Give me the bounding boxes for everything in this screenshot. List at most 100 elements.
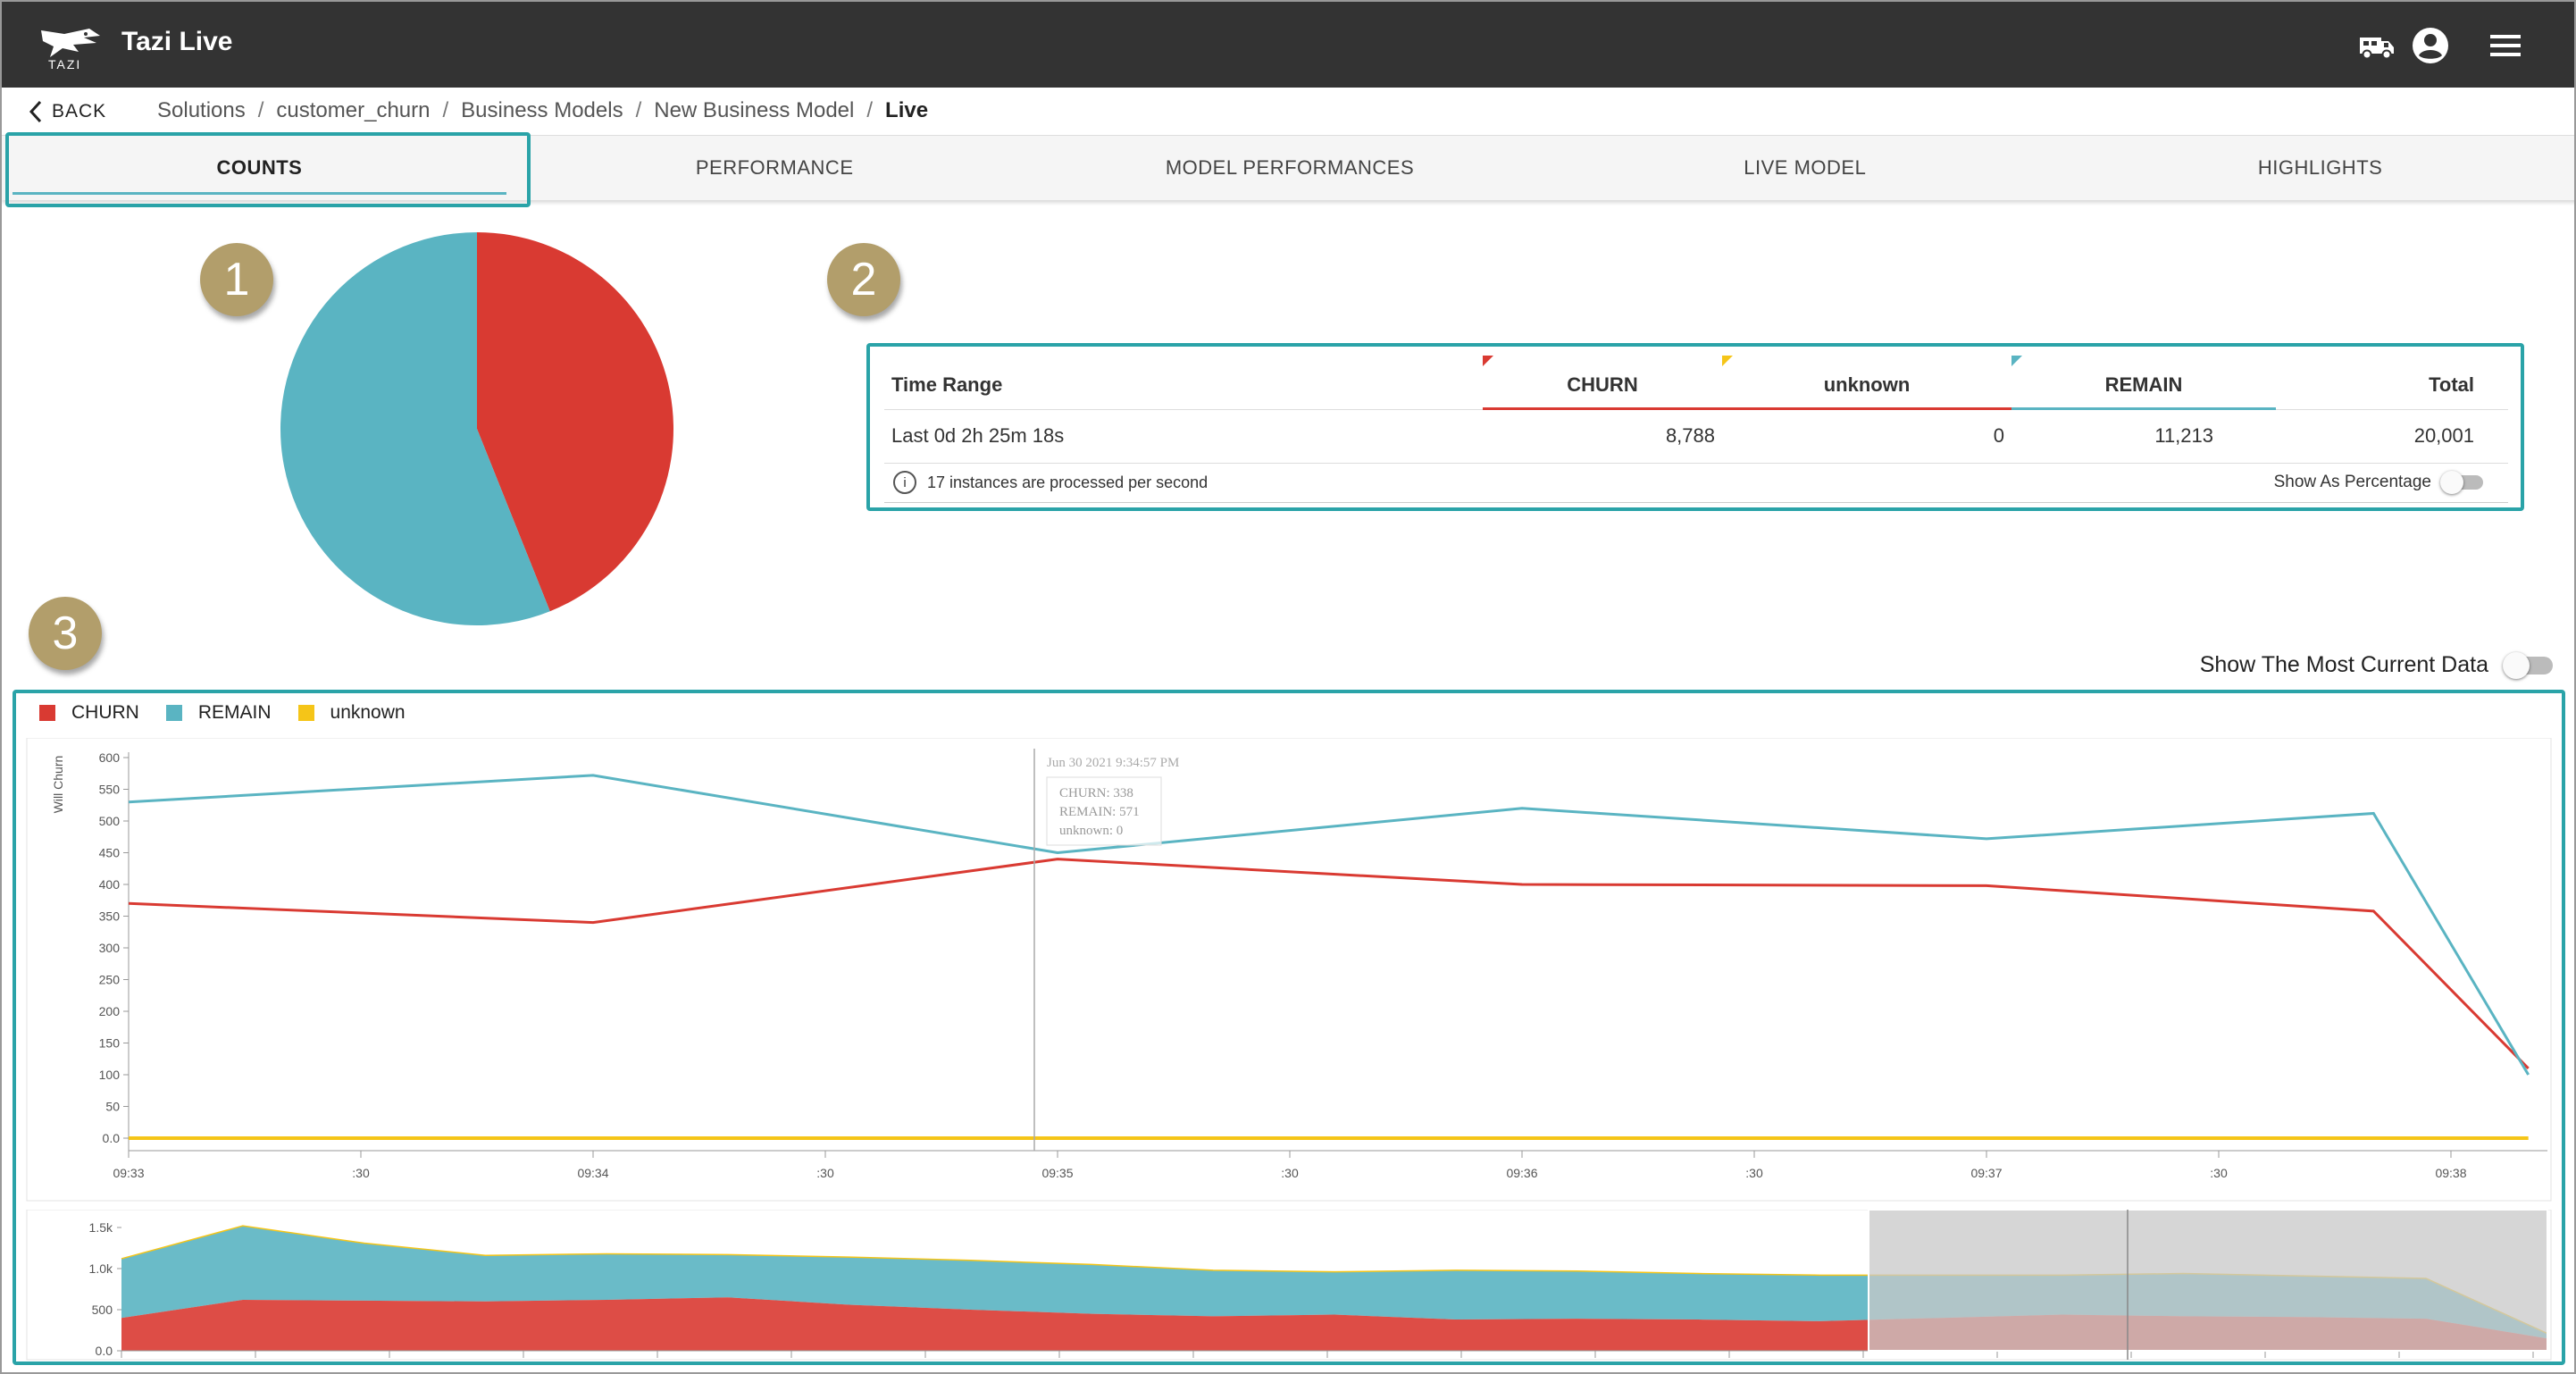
chart-legend: CHURN REMAIN unknown [39, 702, 406, 724]
logo-text: TAZI [48, 57, 82, 71]
show-most-current-data-toggle[interactable]: Show The Most Current Data [2199, 651, 2553, 679]
app-header: TAZI Tazi Live [2, 2, 2574, 88]
current-data-switch[interactable] [2503, 651, 2553, 679]
chevron-left-icon [29, 100, 42, 123]
tooltip-box [1046, 776, 1162, 846]
x-tick-label: :30 [816, 1166, 834, 1180]
x-tick-label: 09:38 [2435, 1166, 2466, 1180]
overview-y-tick-label: 0.0 [96, 1344, 113, 1358]
legend-swatch-unknown [297, 705, 314, 721]
summary-footer: i 17 instances are processed per second … [884, 464, 2508, 503]
annotation-badge-2: 2 [827, 243, 900, 316]
cell-total: 20,001 [2276, 409, 2508, 464]
y-tick-label: 100 [99, 1068, 121, 1082]
show-as-percentage-label: Show As Percentage [2273, 472, 2431, 491]
breadcrumb-item-business-model[interactable]: New Business Model [654, 98, 855, 122]
summary-header-row: Time Range CHURN unknown REMAIN Total [884, 350, 2508, 410]
breadcrumb-item-business-models[interactable]: Business Models [461, 98, 623, 122]
info-icon: i [893, 471, 916, 494]
overview-chart-frame [26, 1210, 2552, 1361]
breadcrumb-separator: / [257, 98, 264, 122]
breadcrumb-separator: / [866, 98, 874, 122]
class-distribution-pie-chart [280, 232, 673, 625]
y-axis-label: Will Churn [51, 756, 65, 814]
tooltip-time: Jun 30 2021 9:34:57 PM [1047, 756, 1179, 770]
legend-label-remain: REMAIN [197, 702, 272, 723]
overview-y-tick-label: 1.5k [89, 1220, 113, 1235]
y-tick-label: 0.0 [103, 1131, 121, 1145]
y-tick-label: 200 [99, 1004, 121, 1018]
x-tick-label: :30 [1745, 1166, 1763, 1180]
y-tick-label: 600 [99, 750, 121, 765]
y-tick-label: 450 [99, 846, 121, 860]
x-tick-label: 09:35 [1041, 1166, 1073, 1180]
x-tick-label: 09:34 [577, 1166, 608, 1180]
churn-flag-icon [1483, 356, 1493, 366]
legend-item-unknown[interactable]: unknown [297, 702, 406, 724]
back-button[interactable]: BACK [29, 96, 106, 127]
account-circle-icon[interactable] [2410, 25, 2451, 66]
line-chart-frame [26, 738, 2552, 1202]
legend-label-churn: CHURN [71, 702, 139, 723]
y-tick-label: 150 [99, 1036, 121, 1051]
header-unknown-label: unknown [1823, 373, 1911, 396]
percentage-switch[interactable] [2440, 470, 2483, 494]
breadcrumb-separator: / [442, 98, 449, 122]
breadcrumb-separator: / [635, 98, 642, 122]
y-tick-label: 550 [99, 783, 121, 797]
timeline-chart-panel: CHURN REMAIN unknown 0.0 50 100 150 200 250 30… [14, 691, 2563, 1363]
tab-performance[interactable]: PERFORMANCE [695, 156, 854, 179]
y-tick-label: 50 [105, 1100, 120, 1114]
tab-highlights[interactable]: HIGHLIGHTS [2257, 156, 2383, 179]
header-remain-label: REMAIN [2104, 373, 2183, 396]
tooltip-line: REMAIN: 571 [1059, 805, 1140, 819]
hamburger-menu-icon[interactable] [2485, 25, 2526, 66]
header-churn: CHURN [1483, 350, 1722, 410]
legend-item-remain[interactable]: REMAIN [165, 702, 272, 724]
pie-slice-remain [280, 232, 550, 625]
series-line-remain [128, 774, 2530, 1076]
show-most-current-data-label: Show The Most Current Data [2199, 652, 2488, 677]
tab-live-model[interactable]: LIVE MODEL [1744, 156, 1867, 179]
breadcrumb-item-solution[interactable]: customer_churn [276, 98, 431, 122]
legend-swatch-churn [39, 705, 55, 721]
overview-y-tick-label: 500 [92, 1303, 113, 1317]
show-as-percentage-toggle[interactable]: Show As Percentage [2273, 470, 2483, 494]
annotation-badge-1: 1 [200, 243, 273, 316]
header-time-range: Time Range [884, 350, 1483, 410]
cell-time-range: Last 0d 2h 25m 18s [884, 409, 1483, 464]
summary-data-row: Last 0d 2h 25m 18s 8,788 0 11,213 20,001 [884, 409, 2508, 464]
count-timeline-line-chart[interactable]: 0.0 50 100 150 200 250 300 350 400 450 500 550 600 Wi… [23, 738, 2556, 1202]
x-tick-label: :30 [352, 1166, 370, 1180]
app-title: Tazi Live [121, 27, 233, 56]
series-line-churn [128, 858, 2530, 1069]
tooltip-line: unknown: 0 [1059, 824, 1123, 838]
header-remain: REMAIN [2011, 350, 2276, 410]
x-tick-label: 09:37 [1970, 1166, 2002, 1180]
processing-rate-text: 17 instances are processed per second [927, 473, 1209, 491]
switch-knob [2503, 651, 2530, 679]
tab-counts[interactable]: COUNTS [2, 136, 517, 200]
cell-unknown: 0 [1722, 409, 2011, 464]
y-tick-label: 500 [99, 814, 121, 828]
cell-churn: 8,788 [1483, 409, 1722, 464]
legend-item-churn[interactable]: CHURN [39, 702, 139, 724]
pie-slice-churn [477, 232, 673, 612]
unknown-flag-icon [1722, 356, 1733, 366]
switch-knob [2440, 470, 2463, 494]
breadcrumb-item-current: Live [885, 98, 929, 122]
tab-model-performances[interactable]: MODEL PERFORMANCES [1165, 156, 1415, 179]
y-tick-label: 350 [99, 909, 121, 924]
cell-remain: 11,213 [2011, 409, 2276, 464]
breadcrumb: Solutions / customer_churn / Business Mo… [157, 98, 928, 123]
tazi-logo-icon [41, 29, 100, 57]
count-overview-area-chart[interactable]: 0.0 500 1.0k 1.5k [23, 1210, 2556, 1361]
churn-underline [1483, 406, 1722, 410]
truck-icon[interactable] [2356, 25, 2397, 66]
y-tick-label: 300 [99, 941, 121, 955]
y-tick-label: 250 [99, 973, 121, 987]
back-label: BACK [52, 101, 107, 121]
header-unknown: unknown [1722, 350, 2011, 410]
breadcrumb-item-solutions[interactable]: Solutions [157, 98, 246, 122]
